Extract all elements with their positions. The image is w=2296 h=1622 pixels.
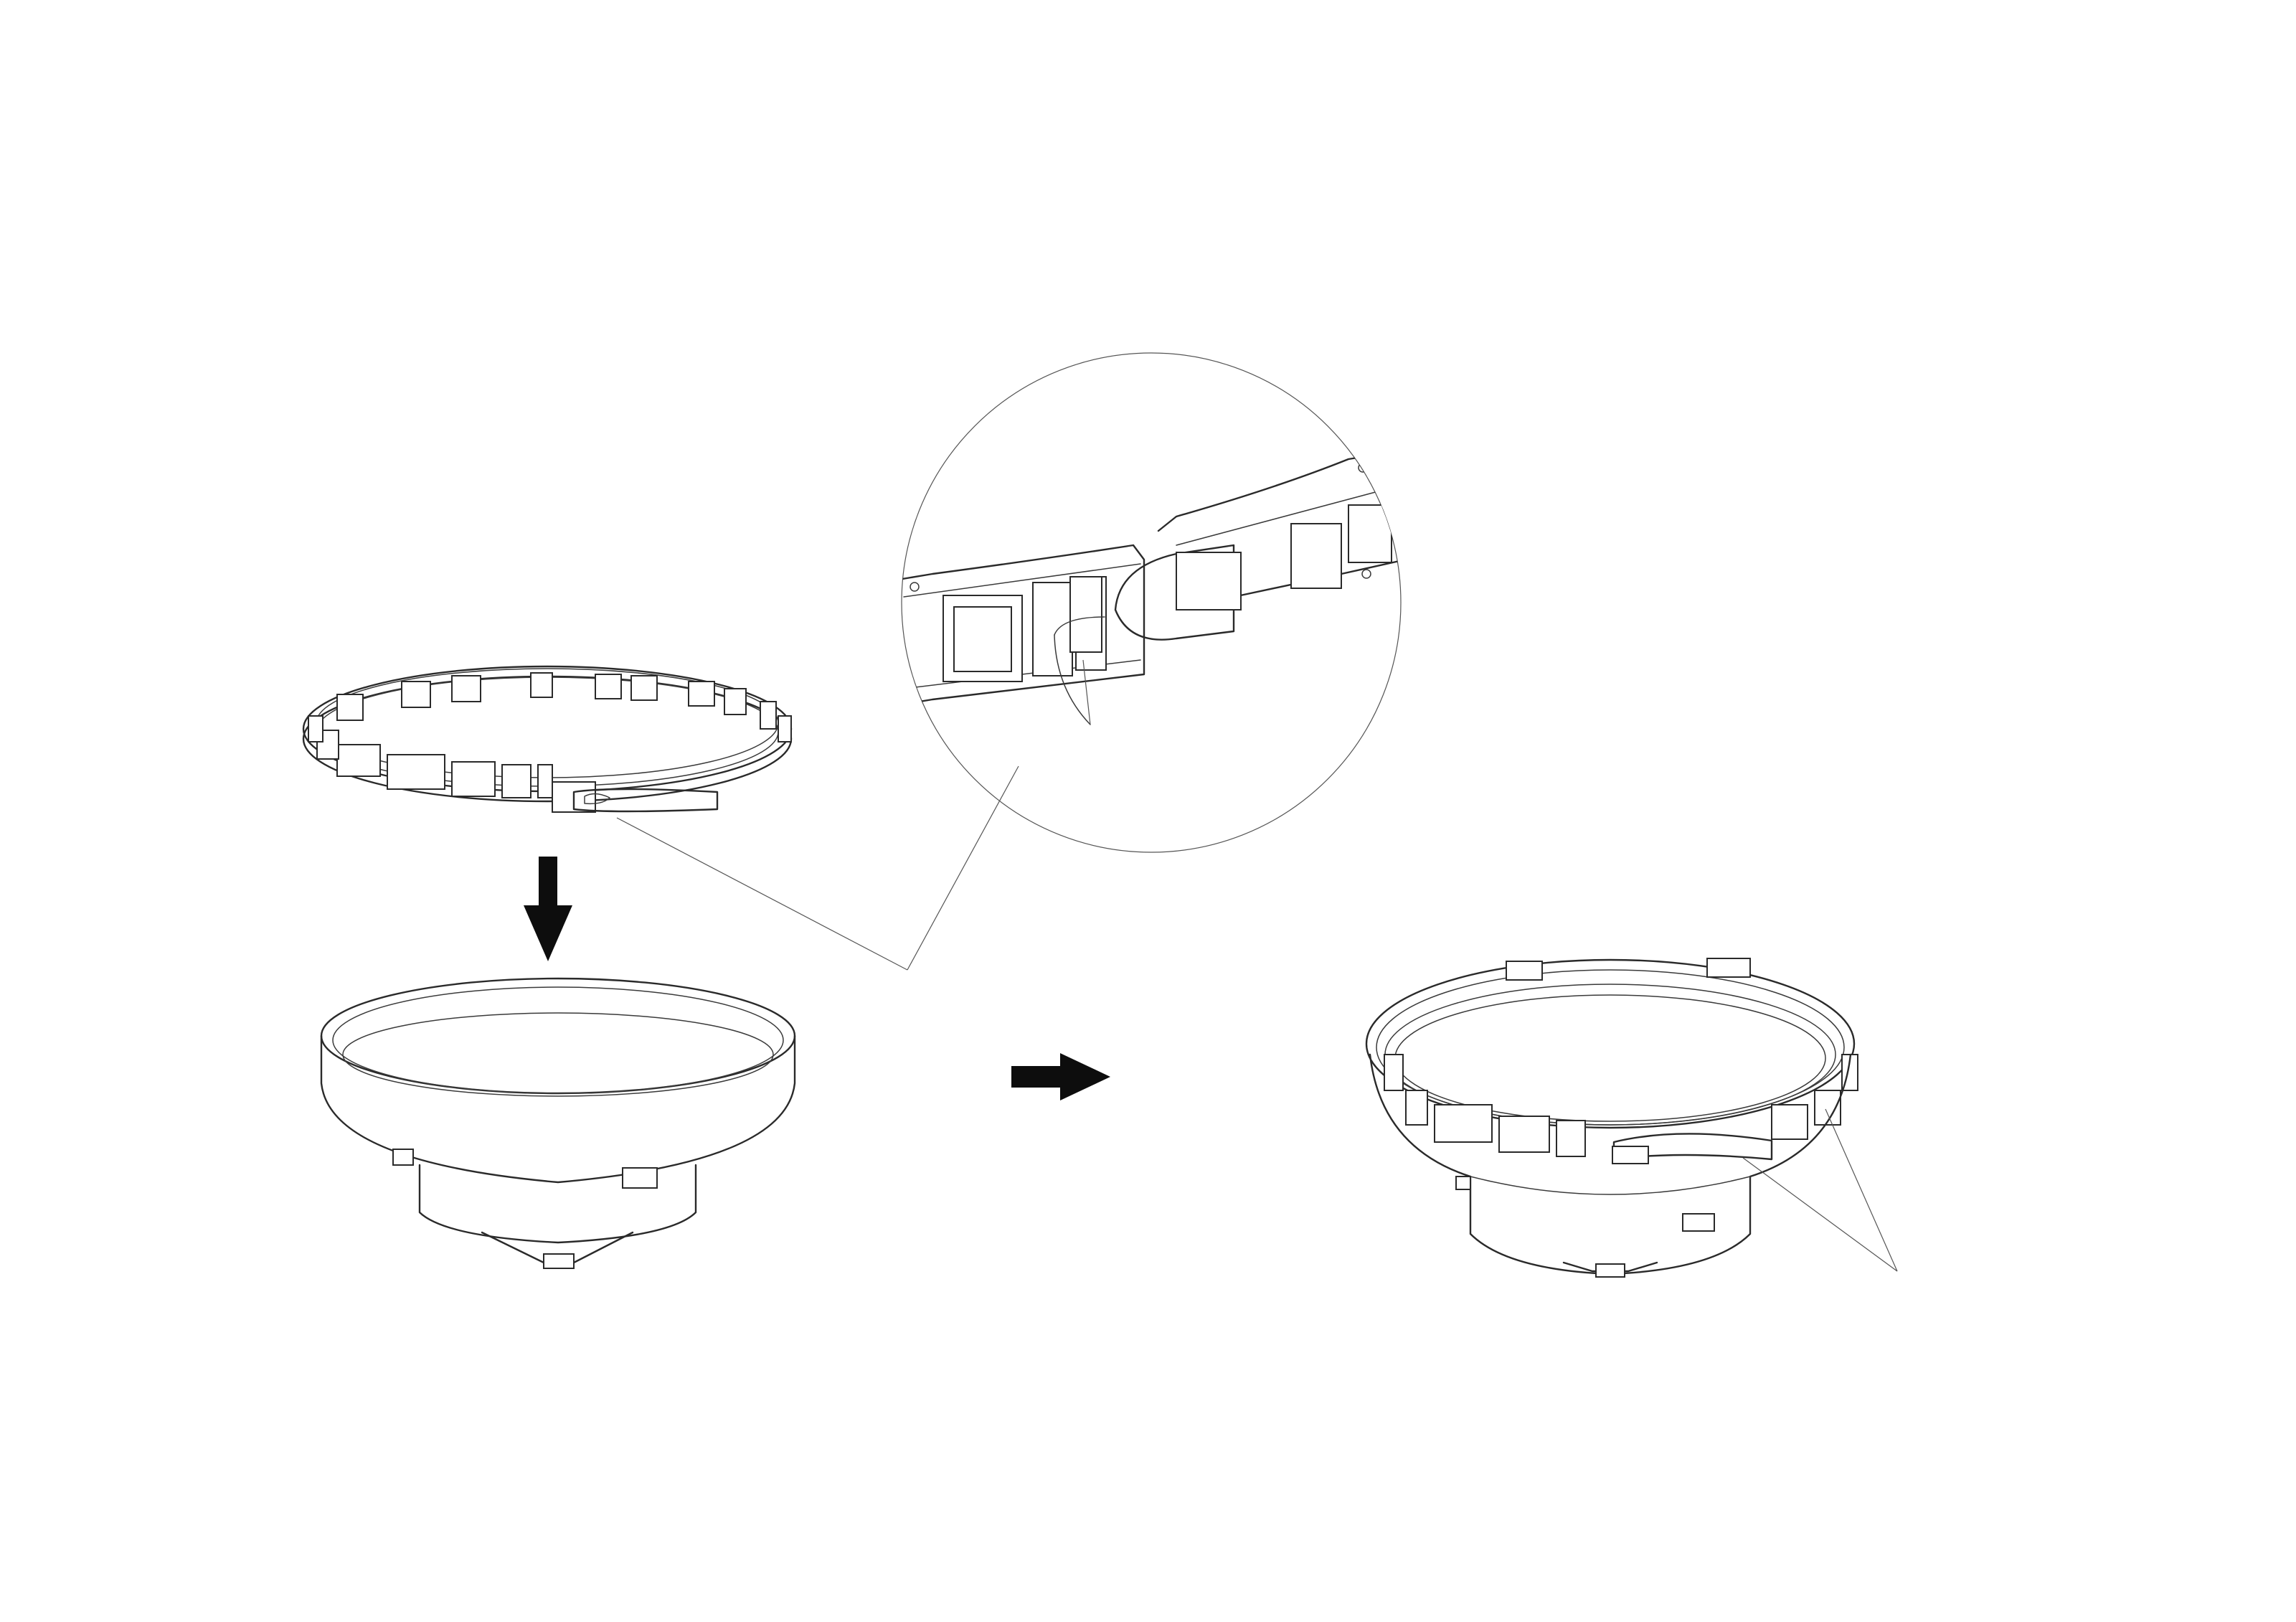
ring-latch-step1	[552, 781, 719, 813]
latch-detail-callout	[901, 352, 1402, 853]
ring-segments-back	[336, 672, 792, 742]
ring-segments-step2	[1384, 958, 1858, 1157]
conical-base-step1	[320, 977, 796, 1269]
assembled-base-step2	[1365, 958, 1898, 1278]
clamp-ring-step1	[302, 665, 1019, 971]
down-arrow-icon	[524, 857, 572, 961]
ring-segments-front	[308, 715, 553, 798]
right-arrow-icon	[1011, 1053, 1110, 1100]
